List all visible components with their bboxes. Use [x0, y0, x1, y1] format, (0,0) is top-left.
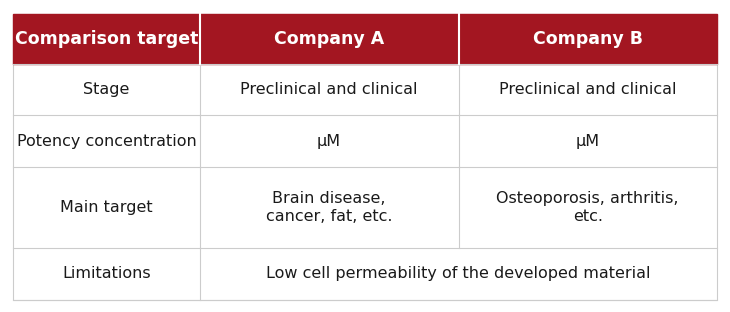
Text: Company A: Company A: [274, 30, 384, 48]
Text: Limitations: Limitations: [62, 266, 150, 281]
Text: Company B: Company B: [533, 30, 642, 48]
Text: Brain disease,
cancer, fat, etc.: Brain disease, cancer, fat, etc.: [266, 191, 392, 224]
Text: Low cell permeability of the developed material: Low cell permeability of the developed m…: [266, 266, 650, 281]
Text: Osteoporosis, arthritis,
etc.: Osteoporosis, arthritis, etc.: [496, 191, 679, 224]
Text: Comparison target: Comparison target: [15, 30, 198, 48]
Text: Stage: Stage: [83, 82, 129, 97]
Bar: [13, 14, 717, 64]
Text: Preclinical and clinical: Preclinical and clinical: [240, 82, 418, 97]
Text: μM: μM: [317, 134, 341, 149]
Text: μM: μM: [576, 134, 600, 149]
Text: Preclinical and clinical: Preclinical and clinical: [499, 82, 677, 97]
Text: Potency concentration: Potency concentration: [17, 134, 196, 149]
Text: Main target: Main target: [60, 200, 153, 215]
